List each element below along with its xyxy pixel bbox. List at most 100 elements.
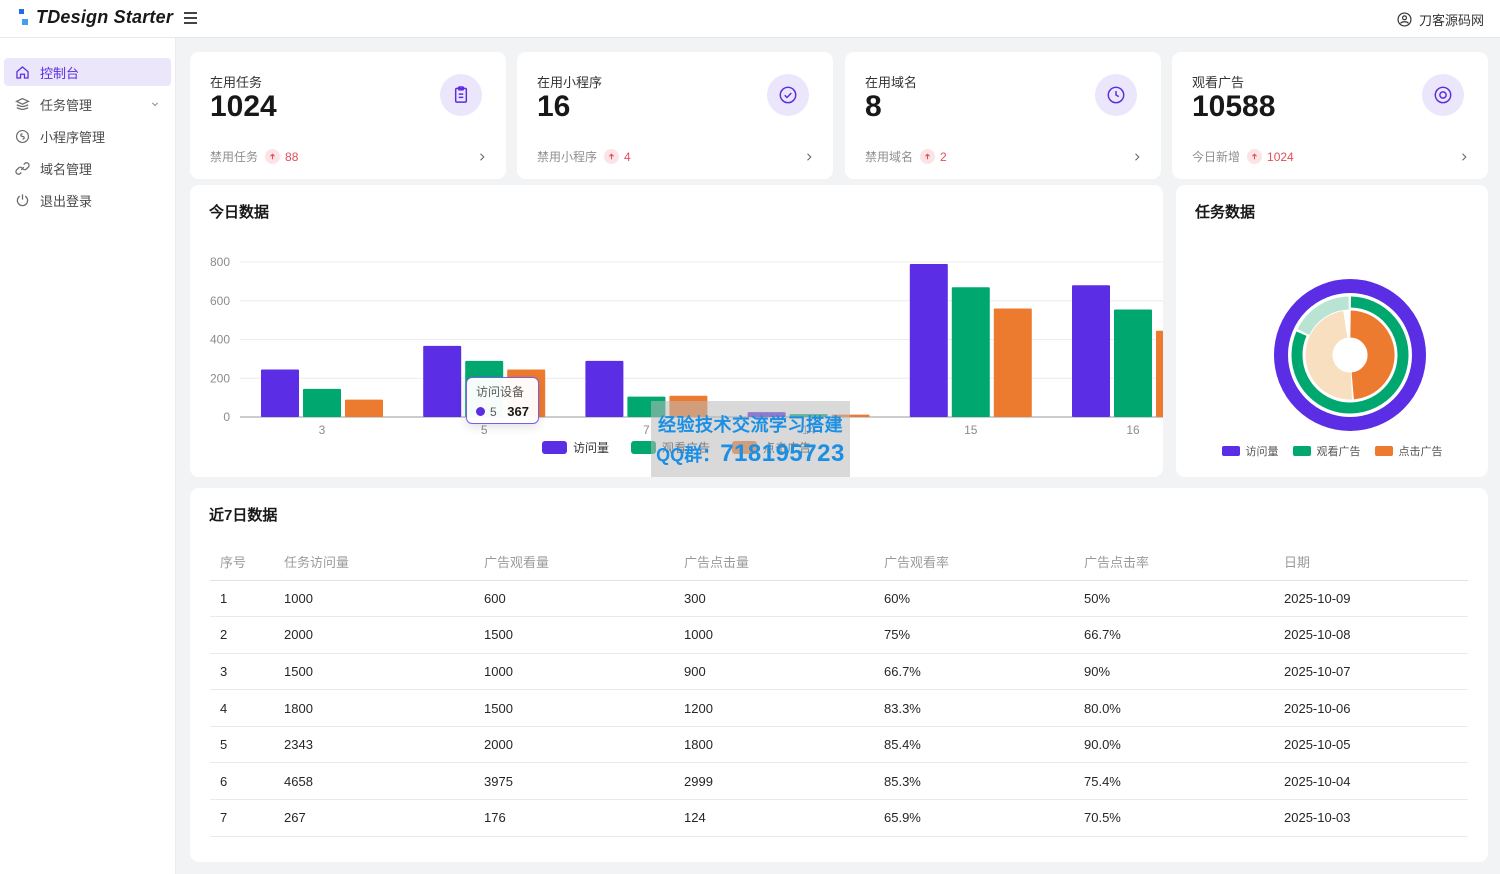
trend-up-icon (1247, 149, 1263, 164)
table-cell: 4 (210, 689, 274, 727)
legend-visits[interactable]: 访问量 (541, 439, 609, 456)
logo-text: TDesign Starter (36, 7, 174, 27)
table-cell: 65.9% (874, 799, 1074, 837)
table-cell: 75.4% (1074, 762, 1274, 801)
table-cell: 90% (1074, 653, 1274, 691)
table-cell: 1 (210, 580, 274, 618)
task-donut-chart[interactable] (1176, 217, 1488, 439)
layers-icon (15, 97, 30, 110)
stat-card-tasks: 在用任务 1024 禁用任务 88 (190, 52, 506, 179)
sidebar-item-domain-management[interactable]: 域名管理 (4, 154, 171, 182)
watermark-qq-number: 718195723 (720, 439, 845, 467)
table-cell: 90.0% (1074, 726, 1274, 764)
sidebar-item-label: 退出登录 (40, 193, 93, 209)
eye-icon (1422, 74, 1464, 116)
column-header: 广告点击量 (674, 544, 874, 581)
chevron-right-icon[interactable] (1458, 151, 1470, 163)
legend-label: 访问量 (572, 441, 609, 455)
column-header: 日期 (1274, 544, 1468, 581)
today-bar-chart[interactable]: 0200400600800357141516 (190, 213, 1163, 439)
table-cell: 83.3% (874, 689, 1074, 727)
legend-marker (1221, 446, 1240, 456)
table-cell: 75% (874, 616, 1074, 654)
table-cell: 1500 (474, 616, 674, 654)
table-row: 5 2343 2000 1800 85.4% 90.0% 2025-10-05 (210, 726, 1468, 764)
miniprogram-icon (15, 129, 30, 143)
panel-title: 近7日数据 (209, 507, 278, 524)
stat-sub-value: 1024 (1267, 149, 1294, 164)
table-cell: 70.5% (1074, 799, 1274, 837)
table-cell: 267 (274, 799, 474, 837)
clock-icon (1095, 74, 1137, 116)
sidebar-item-label: 控制台 (40, 65, 80, 81)
tooltip-series-dot (476, 407, 485, 416)
legend-ad-views[interactable]: 观看广告 (1292, 443, 1361, 459)
stat-sub-label: 禁用小程序 (537, 150, 598, 164)
table-cell: 2025-10-05 (1274, 726, 1468, 764)
table-cell: 2999 (674, 762, 874, 801)
svg-text:400: 400 (210, 333, 230, 347)
sidebar-item-miniprogram-management[interactable]: 小程序管理 (4, 122, 171, 150)
table-row: 1 1000 600 300 60% 50% 2025-10-09 (210, 580, 1468, 618)
table-cell: 80.0% (1074, 689, 1274, 727)
table-cell: 85.3% (874, 762, 1074, 801)
link-icon (15, 161, 30, 175)
chevron-down-icon (151, 102, 159, 107)
stat-title: 在用域名 (865, 75, 918, 90)
table-cell: 2000 (474, 726, 674, 764)
chevron-right-icon[interactable] (803, 151, 815, 163)
column-header: 序号 (210, 544, 274, 581)
stat-value: 8 (865, 90, 882, 123)
svg-text:3: 3 (319, 423, 326, 437)
svg-text:800: 800 (210, 255, 230, 269)
table-cell: 3975 (474, 762, 674, 801)
legend-marker (541, 441, 567, 454)
table-cell: 85.4% (874, 726, 1074, 764)
table-cell: 2000 (274, 616, 474, 654)
legend-marker (630, 441, 656, 454)
table-cell: 7 (210, 799, 274, 837)
table-cell: 1500 (474, 689, 674, 727)
watermark-qq-label: QQ群： (656, 444, 721, 465)
table-cell: 176 (474, 799, 674, 837)
table-cell: 2025-10-03 (1274, 799, 1468, 837)
table-cell: 2025-10-08 (1274, 616, 1468, 654)
table-row: 2 2000 1500 1000 75% 66.7% 2025-10-08 (210, 616, 1468, 654)
stat-value: 16 (537, 90, 571, 123)
home-icon (16, 65, 29, 79)
trend-up-icon (265, 149, 281, 164)
sidebar-item-dashboard[interactable]: 控制台 (4, 58, 171, 86)
sidebar-item-logout[interactable]: 退出登录 (4, 186, 171, 214)
stat-card-domains: 在用域名 8 禁用域名 2 (845, 52, 1161, 179)
column-header: 广告观看率 (874, 544, 1074, 581)
tooltip-title: 访问设备 (476, 385, 525, 399)
table-cell: 1000 (474, 653, 674, 691)
sidebar-item-task-management[interactable]: 任务管理 (4, 90, 171, 118)
table-row: 3 1500 1000 900 66.7% 90% 2025-10-07 (210, 653, 1468, 691)
table-row: 4 1800 1500 1200 83.3% 80.0% 2025-10-06 (210, 689, 1468, 727)
column-header: 广告点击率 (1074, 544, 1274, 581)
table-cell: 1500 (274, 653, 474, 691)
legend-ad-clicks[interactable]: 点击广告 (1374, 443, 1443, 459)
svg-text:200: 200 (210, 371, 230, 385)
stat-sub-value: 2 (940, 149, 947, 164)
chevron-right-icon[interactable] (1131, 151, 1143, 163)
svg-text:0: 0 (223, 410, 230, 424)
svg-text:16: 16 (1126, 423, 1140, 437)
menu-toggle-icon[interactable] (184, 12, 198, 25)
chevron-right-icon[interactable] (476, 151, 488, 163)
stat-sub-label: 今日新增 (1192, 150, 1241, 164)
user-account[interactable]: 刀客源码网 (1396, 0, 1484, 38)
stat-title: 在用任务 (210, 75, 263, 90)
clipboard-icon (440, 74, 482, 116)
sidebar: 控制台 任务管理 小程序管理 域名管理 退出登录 (0, 38, 176, 874)
table-cell: 2025-10-06 (1274, 689, 1468, 727)
table-cell: 5 (210, 726, 274, 764)
legend-visits[interactable]: 访问量 (1221, 443, 1279, 459)
stat-value: 1024 (210, 90, 277, 123)
tdesign-logo-icon (18, 8, 32, 28)
legend-label: 观看广告 (1316, 446, 1361, 458)
sidebar-item-label: 小程序管理 (40, 129, 106, 145)
stat-title: 在用小程序 (537, 75, 603, 90)
table-header-row: 序号 任务访问量 广告观看量 广告点击量 广告观看率 广告点击率 日期 (210, 544, 1468, 581)
